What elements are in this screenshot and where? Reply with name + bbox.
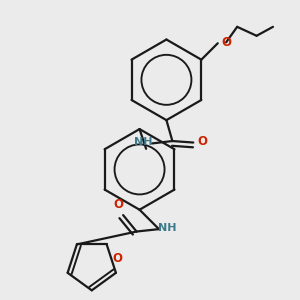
Text: NH: NH	[134, 137, 153, 147]
Text: O: O	[114, 198, 124, 211]
Text: O: O	[112, 252, 122, 265]
Text: O: O	[197, 135, 207, 148]
Text: O: O	[221, 36, 231, 49]
Text: NH: NH	[158, 223, 177, 232]
